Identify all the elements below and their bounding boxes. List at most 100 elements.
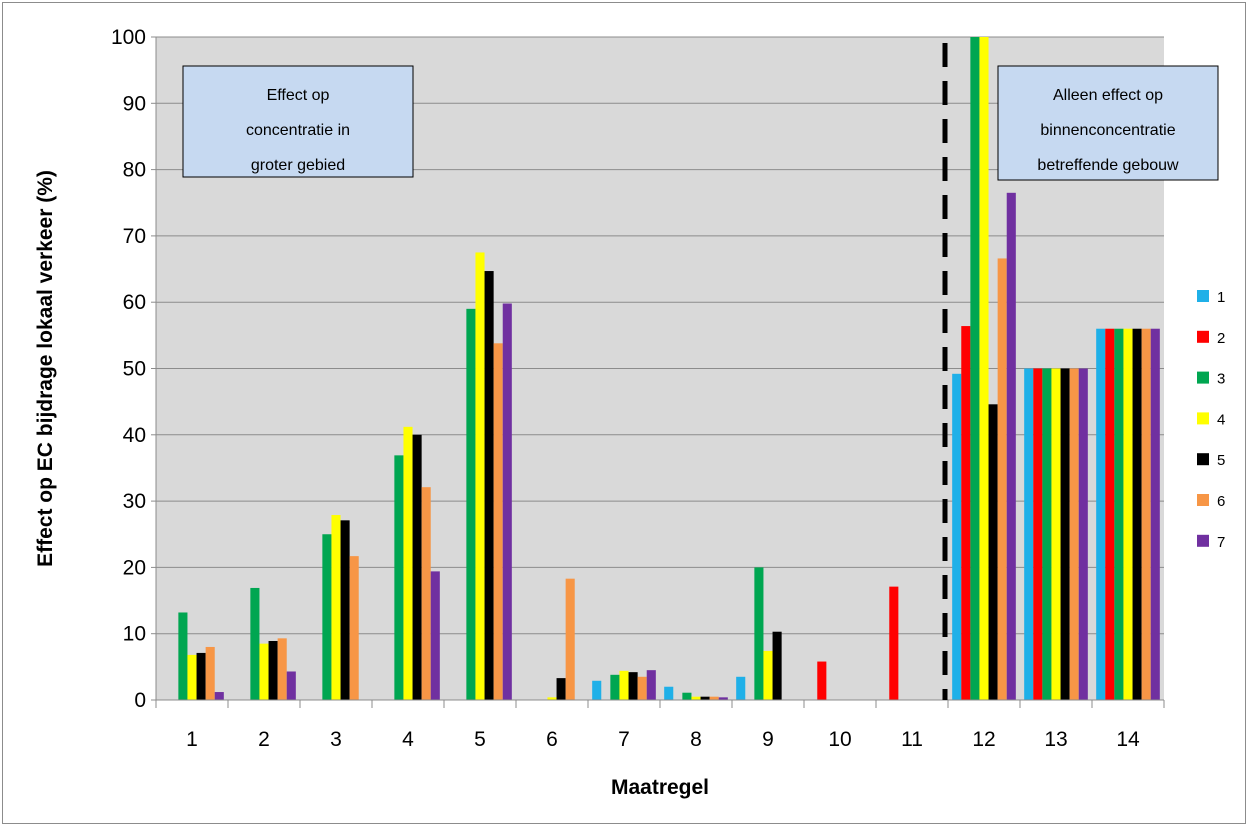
bar-series-1 bbox=[1096, 328, 1106, 700]
bar-series-6 bbox=[493, 343, 503, 700]
bar-series-3 bbox=[394, 455, 404, 700]
legend-swatch bbox=[1197, 330, 1209, 343]
bar-series-5 bbox=[1060, 368, 1070, 700]
x-tick-label: 3 bbox=[330, 728, 342, 751]
y-tick-label: 30 bbox=[123, 490, 146, 513]
bar-series-7 bbox=[286, 671, 296, 700]
annotation-box-left-bg bbox=[182, 65, 414, 178]
annotation-left-line-2: concentratie in bbox=[246, 122, 350, 139]
bar-series-4 bbox=[979, 37, 989, 700]
y-tick-labels: 0 10 20 30 40 50 60 70 80 90 100 bbox=[111, 26, 146, 712]
bar-series-2 bbox=[1105, 328, 1115, 700]
legend-label: 4 bbox=[1217, 411, 1225, 428]
axes bbox=[151, 36, 1165, 708]
bar-series-6 bbox=[1141, 328, 1151, 700]
y-tick-label: 0 bbox=[134, 689, 146, 712]
annotation-right-line-2: binnenconcentratie bbox=[1040, 122, 1175, 139]
bar-series-5 bbox=[340, 520, 350, 700]
legend-swatch bbox=[1197, 494, 1209, 506]
y-tick-label: 100 bbox=[111, 26, 146, 49]
x-tick-label: 8 bbox=[690, 728, 702, 751]
x-tick-label: 7 bbox=[618, 728, 630, 751]
legend-swatch bbox=[1197, 453, 1209, 466]
annotation-box-right-bg bbox=[997, 65, 1219, 181]
bar-series-4 bbox=[619, 670, 629, 700]
bar-series-4 bbox=[763, 650, 773, 700]
bar-series-3 bbox=[970, 37, 980, 700]
annotation-left-line-3: groter gebied bbox=[251, 157, 345, 174]
bar-series-2 bbox=[817, 661, 827, 700]
bar-series-7 bbox=[1150, 328, 1160, 700]
legend-label: 1 bbox=[1217, 289, 1225, 306]
bar-series-1 bbox=[664, 686, 674, 700]
bar-series-1 bbox=[952, 373, 962, 700]
bar-series-4 bbox=[691, 696, 701, 700]
legend-swatch bbox=[1197, 412, 1209, 425]
bar-series-3 bbox=[1042, 368, 1052, 700]
bar-series-1 bbox=[1024, 368, 1034, 700]
bar-series-5 bbox=[268, 640, 278, 700]
x-tick-label: 1 bbox=[186, 728, 198, 751]
bar-series-4 bbox=[331, 515, 341, 700]
bar-series-5 bbox=[700, 696, 710, 700]
bar-series-4 bbox=[187, 654, 197, 700]
y-tick-label: 80 bbox=[123, 159, 146, 182]
bar-series-6 bbox=[709, 696, 719, 700]
y-tick-label: 70 bbox=[123, 225, 146, 248]
bar-series-5 bbox=[412, 434, 422, 700]
x-tick-label: 12 bbox=[972, 728, 995, 751]
bar-series-3 bbox=[682, 692, 692, 700]
bar-series-7 bbox=[718, 697, 728, 700]
x-tick-label: 5 bbox=[474, 728, 486, 751]
x-tick-label: 10 bbox=[828, 728, 851, 751]
bar-series-7 bbox=[646, 670, 656, 700]
bar-series-2 bbox=[889, 586, 899, 700]
bar-series-2 bbox=[961, 326, 971, 700]
bar-series-3 bbox=[466, 308, 476, 700]
annotation-right-line-1: Alleen effect op bbox=[1053, 87, 1163, 104]
legend-label: 7 bbox=[1217, 534, 1225, 551]
legend-label: 3 bbox=[1217, 371, 1225, 388]
bar-series-5 bbox=[484, 271, 494, 700]
legend-swatch bbox=[1197, 534, 1209, 547]
bar-series-5 bbox=[1132, 328, 1142, 700]
y-axis-title: Effect op EC bijdrage lokaal verkeer (%) bbox=[34, 170, 57, 567]
bar-series-6 bbox=[1069, 368, 1079, 700]
bar-series-6 bbox=[637, 676, 647, 700]
bar-series-6 bbox=[997, 258, 1007, 700]
bars bbox=[178, 37, 1160, 700]
x-tick-labels: 1 2 3 4 5 6 7 8 9 10 11 12 13 14 bbox=[186, 728, 1140, 751]
bar-series-3 bbox=[1114, 328, 1124, 700]
x-tick-label: 11 bbox=[901, 728, 923, 751]
y-tick-label: 50 bbox=[123, 358, 146, 381]
bar-series-3 bbox=[322, 534, 332, 700]
x-axis-title: Maatregel bbox=[611, 776, 709, 799]
x-tick-label: 13 bbox=[1044, 728, 1067, 751]
bar-series-6 bbox=[421, 487, 431, 700]
bar-series-1 bbox=[592, 680, 602, 700]
x-tick-label: 4 bbox=[402, 728, 414, 751]
bar-series-4 bbox=[1051, 368, 1061, 700]
bar-series-4 bbox=[1123, 328, 1133, 700]
y-tick-label: 10 bbox=[123, 623, 146, 646]
bar-series-5 bbox=[628, 672, 638, 700]
bar-series-2 bbox=[1033, 368, 1043, 700]
bar-series-6 bbox=[349, 556, 359, 700]
annotation-right-line-3: betreffende gebouw bbox=[1037, 157, 1179, 174]
y-tick-label: 90 bbox=[123, 92, 146, 115]
legend-swatch bbox=[1197, 371, 1209, 384]
legend-label: 2 bbox=[1217, 330, 1225, 347]
bar-series-4 bbox=[403, 426, 413, 700]
bar-series-4 bbox=[475, 252, 485, 700]
bar-series-5 bbox=[196, 652, 206, 700]
x-tick-label: 2 bbox=[258, 728, 270, 751]
bar-series-6 bbox=[565, 578, 575, 700]
bar-series-6 bbox=[277, 638, 287, 700]
bar-series-4 bbox=[547, 697, 557, 700]
legend: 1 2 3 4 5 6 7 bbox=[1197, 289, 1225, 551]
bar-series-3 bbox=[250, 587, 260, 700]
x-tick-label: 14 bbox=[1116, 728, 1140, 751]
x-tick-label: 9 bbox=[762, 728, 774, 751]
